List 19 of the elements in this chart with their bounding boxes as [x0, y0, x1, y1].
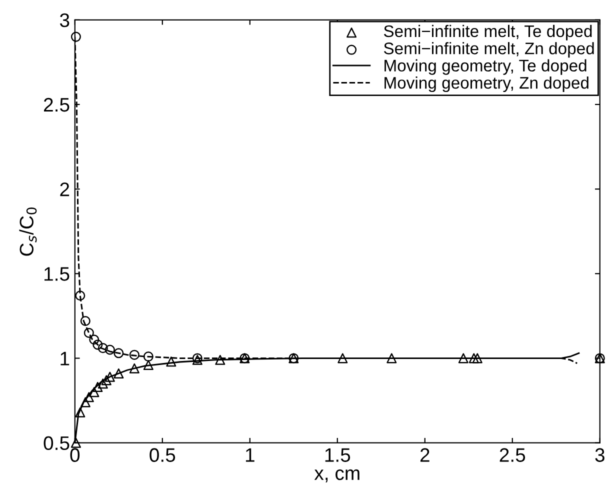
- y-tick-label: 1: [60, 352, 70, 366]
- x-tick-label: 2: [420, 448, 430, 462]
- legend-label: Moving geometry, Zn doped: [384, 76, 588, 92]
- x-tick-label: 3: [595, 448, 604, 462]
- x-axis-title: x, cm: [314, 469, 360, 482]
- x-tick-label: 0: [70, 448, 80, 462]
- x-tick-label: 1: [246, 448, 254, 462]
- y-tick-label: 2.5: [44, 98, 70, 112]
- y-tick-label: 2: [60, 182, 70, 196]
- x-tick-label: 1.5: [325, 448, 350, 462]
- y-axis-title: C$_{s}$/C$_{0}$: [19, 207, 37, 256]
- y-tick-label: 3: [60, 13, 70, 28]
- legend-label: Semi−infinite melt, Zn doped: [384, 42, 594, 58]
- legend-label: Semi−infinite melt, Te doped: [384, 24, 592, 40]
- x-tick-label: 2.5: [500, 448, 526, 462]
- legend-label: Moving geometry, Te doped: [384, 59, 586, 75]
- y-tick-label: 1.5: [44, 267, 70, 281]
- y-tick-label: 0.5: [44, 436, 70, 450]
- x-tick-label: 0.5: [150, 448, 176, 462]
